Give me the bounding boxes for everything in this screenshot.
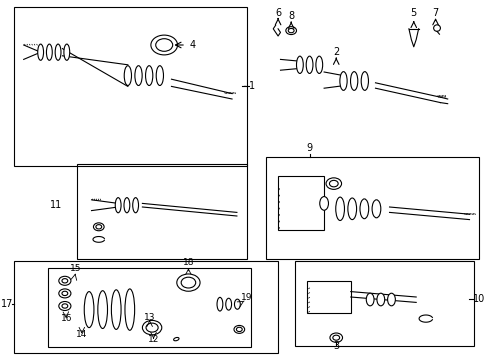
Text: 17: 17 [0, 299, 13, 309]
Text: 8: 8 [287, 11, 294, 21]
Bar [306, 281, 350, 313]
Text: 6: 6 [274, 8, 281, 18]
Ellipse shape [350, 72, 357, 90]
Bar [14, 261, 278, 353]
Ellipse shape [124, 66, 131, 85]
Ellipse shape [236, 327, 242, 332]
Bar [14, 7, 246, 166]
Ellipse shape [233, 325, 244, 333]
Ellipse shape [135, 66, 142, 85]
Text: 10: 10 [472, 294, 485, 304]
Bar [294, 261, 473, 346]
Ellipse shape [156, 66, 163, 85]
Ellipse shape [155, 39, 172, 51]
Bar [278, 176, 324, 230]
Text: 9: 9 [306, 143, 312, 153]
Ellipse shape [305, 56, 312, 73]
Ellipse shape [225, 298, 231, 310]
Ellipse shape [234, 299, 240, 309]
Ellipse shape [177, 274, 200, 291]
Ellipse shape [319, 197, 328, 210]
Text: 13: 13 [143, 313, 155, 322]
Ellipse shape [46, 44, 52, 60]
Text: 16: 16 [61, 314, 72, 323]
Ellipse shape [325, 178, 341, 189]
Ellipse shape [145, 66, 153, 85]
Ellipse shape [111, 290, 121, 329]
Ellipse shape [96, 225, 102, 229]
Ellipse shape [315, 56, 322, 73]
Ellipse shape [84, 292, 94, 328]
Ellipse shape [335, 197, 344, 220]
Ellipse shape [64, 44, 70, 60]
Ellipse shape [329, 333, 342, 342]
Text: 5: 5 [410, 8, 416, 18]
Text: 4: 4 [189, 40, 195, 50]
Ellipse shape [359, 199, 368, 219]
Ellipse shape [124, 198, 129, 213]
Ellipse shape [115, 198, 121, 213]
Ellipse shape [339, 72, 346, 90]
Ellipse shape [287, 28, 293, 33]
Ellipse shape [125, 289, 134, 330]
Bar [77, 164, 246, 259]
Text: 3: 3 [332, 341, 339, 351]
Ellipse shape [387, 293, 394, 306]
Text: 15: 15 [70, 264, 81, 273]
Ellipse shape [181, 277, 195, 288]
Ellipse shape [347, 198, 356, 220]
Text: 18: 18 [183, 258, 194, 267]
Ellipse shape [332, 335, 339, 340]
Text: 7: 7 [431, 8, 438, 18]
Ellipse shape [93, 223, 104, 231]
Ellipse shape [132, 198, 138, 213]
Ellipse shape [98, 291, 107, 328]
Ellipse shape [62, 291, 68, 296]
Text: 14: 14 [76, 330, 87, 338]
Ellipse shape [146, 323, 158, 332]
Ellipse shape [217, 297, 223, 311]
Bar [265, 157, 478, 259]
Ellipse shape [59, 301, 71, 310]
Text: 2: 2 [332, 47, 339, 57]
Ellipse shape [296, 56, 303, 73]
Bar [48, 268, 251, 347]
Text: 11: 11 [50, 200, 62, 210]
Text: 19: 19 [241, 292, 252, 302]
Text: 1: 1 [248, 81, 255, 91]
Ellipse shape [62, 304, 68, 308]
Ellipse shape [285, 27, 296, 35]
Ellipse shape [151, 35, 177, 55]
Ellipse shape [376, 293, 384, 306]
Ellipse shape [62, 279, 68, 283]
Ellipse shape [59, 276, 71, 285]
Ellipse shape [173, 337, 179, 341]
Ellipse shape [433, 25, 440, 31]
Ellipse shape [361, 72, 367, 90]
Text: 12: 12 [147, 335, 159, 343]
Ellipse shape [329, 180, 338, 187]
Ellipse shape [366, 293, 373, 306]
Ellipse shape [38, 44, 43, 60]
Ellipse shape [59, 289, 71, 298]
Ellipse shape [142, 320, 162, 335]
Ellipse shape [371, 200, 380, 218]
Ellipse shape [55, 44, 61, 60]
